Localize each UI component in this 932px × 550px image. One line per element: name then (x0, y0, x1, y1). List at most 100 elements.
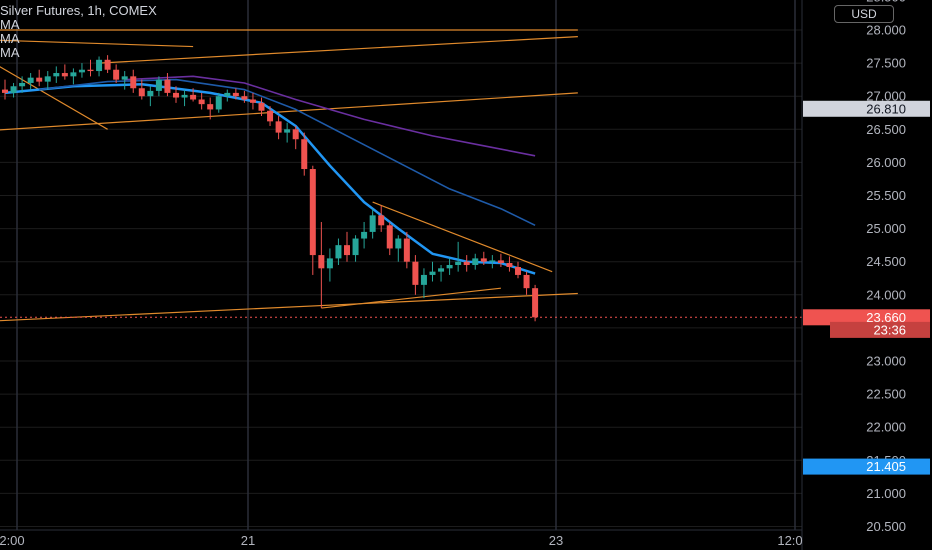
time-axis[interactable]: 2:00 21 23 12:0 (0, 533, 803, 548)
candle-body (497, 260, 504, 264)
candle-body (361, 231, 368, 239)
candle-body (429, 271, 436, 275)
price-tag-box (803, 309, 930, 326)
candle-body (446, 265, 453, 269)
candle-body (173, 92, 179, 98)
candle-body (395, 238, 402, 249)
candle-body (155, 79, 162, 91)
trendlines (0, 29, 578, 322)
symbol-title[interactable]: Silver Futures, 1h, COMEX (0, 3, 157, 18)
trendline (0, 66, 108, 130)
price-tag-label: 23.660 (866, 310, 906, 325)
candle-body (113, 69, 120, 80)
ma-label-1[interactable]: MA (0, 17, 20, 32)
trendline (99, 36, 578, 64)
candle-body (438, 268, 445, 272)
candle-body (36, 77, 43, 82)
chart-legend: Silver Futures, 1h, COMEX MA MA MA (0, 4, 157, 60)
candle-body (318, 255, 325, 269)
candle-body (96, 59, 103, 72)
currency-selector[interactable]: USD (834, 5, 894, 23)
candle-body (489, 260, 496, 262)
candle-body (344, 245, 350, 256)
candle-body (369, 215, 376, 232)
y-tick-label: 22.500 (866, 387, 906, 402)
candle-body (275, 121, 282, 133)
candle-body (19, 82, 26, 87)
candle-body (258, 102, 265, 111)
trendline (321, 287, 501, 309)
price-axis[interactable]: 20.50021.00021.50022.00022.50023.00023.5… (866, 0, 906, 534)
candle-body (463, 261, 470, 266)
candle-body (309, 169, 316, 256)
candle-body (386, 225, 393, 249)
ma-line-3 (124, 75, 536, 157)
x-tick-label: 2:00 (0, 533, 25, 548)
candle-body (78, 69, 85, 73)
candle-body (292, 129, 299, 140)
y-tick-label: 26.500 (866, 122, 906, 137)
candle-body (326, 258, 333, 269)
candle-body (241, 96, 248, 100)
y-tick-label: 28.500 (866, 0, 906, 4)
candle-body (104, 59, 111, 70)
price-tag-label: 23:36 (873, 322, 906, 337)
y-tick-label: 23.000 (866, 354, 906, 369)
price-tag-box (830, 321, 930, 338)
candle-body (412, 261, 419, 285)
candle-body (61, 73, 68, 77)
price-tag-box (803, 100, 930, 117)
candle-body (472, 258, 479, 266)
candle-body (190, 94, 197, 100)
candle-body (506, 263, 513, 267)
trendline (372, 201, 553, 273)
grid-lines (0, 29, 802, 527)
candle-body (27, 77, 34, 83)
y-tick-label: 24.000 (866, 287, 906, 302)
trendline (0, 92, 578, 131)
y-tick-label: 25.500 (866, 188, 906, 203)
candle-body (70, 72, 77, 77)
y-tick-label: 26.000 (866, 155, 906, 170)
ma-label-2[interactable]: MA (0, 31, 20, 46)
candle-body (378, 215, 385, 226)
session-separators (16, 0, 796, 530)
candle-body (523, 274, 530, 289)
y-tick-label: 20.500 (866, 519, 906, 534)
candle-body (301, 139, 308, 170)
candle-body (335, 245, 342, 259)
price-tag-label: 26.810 (866, 101, 906, 116)
candle-body (420, 274, 427, 285)
candle-body (215, 96, 222, 110)
candle-body (224, 92, 231, 97)
y-tick-label: 22.000 (866, 420, 906, 435)
x-tick-label: 12:0 (777, 533, 802, 548)
candle-body (147, 90, 154, 97)
price-tag-label: 21.405 (866, 459, 906, 474)
candle-body (352, 238, 359, 256)
candles (2, 55, 539, 322)
candle-body (403, 238, 410, 262)
candle-body (232, 92, 239, 97)
candle-body (44, 76, 51, 82)
candle-body (10, 86, 17, 93)
candle-body (532, 288, 539, 318)
price-tag-box (803, 458, 930, 475)
candle-body (515, 266, 521, 275)
trendline (0, 39, 194, 48)
candle-body (181, 94, 188, 98)
y-tick-label: 28.000 (866, 23, 906, 38)
candle-body (138, 88, 145, 97)
x-tick-label: 23 (549, 533, 563, 548)
candle-body (249, 99, 256, 103)
candle-body (455, 261, 462, 266)
candle-body (480, 258, 487, 262)
y-tick-label: 24.500 (866, 254, 906, 269)
candle-body (2, 89, 8, 93)
ma-label-3[interactable]: MA (0, 45, 20, 60)
candle-body (130, 76, 137, 89)
candle-body (53, 73, 60, 77)
candle-body (164, 79, 171, 93)
